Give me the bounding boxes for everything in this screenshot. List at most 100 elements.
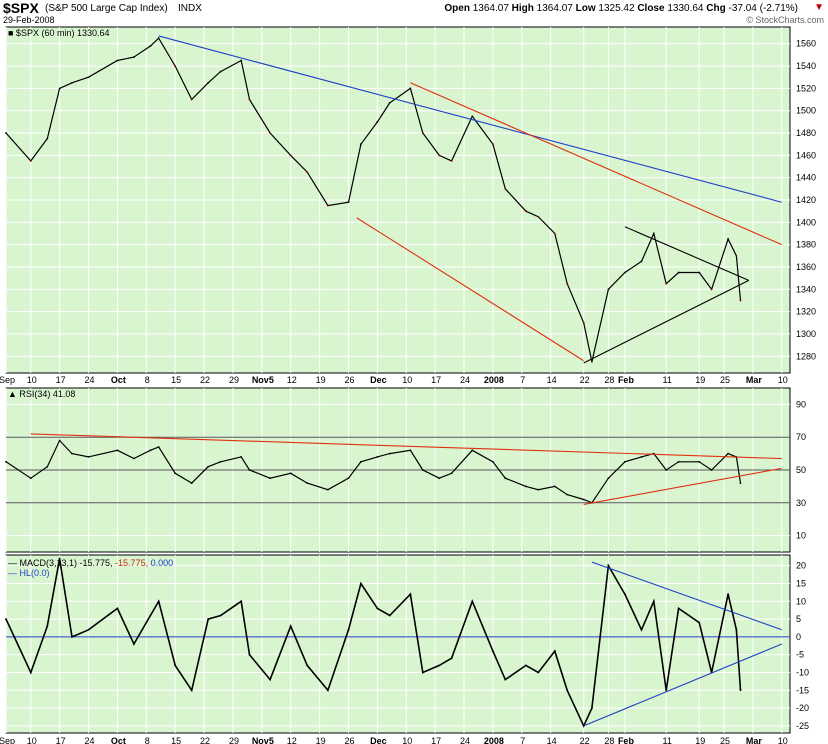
data-point [87,76,90,79]
x-tick-label-top: 24 [460,375,470,385]
data-point [607,564,610,567]
data-point [421,671,424,674]
x-tick-label-top: 15 [171,375,181,385]
data-point [665,689,668,692]
hl-legend: — HL(0.0) [8,568,50,578]
data-point [58,557,61,560]
y-tick-label: 0 [796,632,801,642]
data-point [607,288,610,291]
x-tick-label-bottom: Sep [0,736,15,744]
data-point [58,439,61,442]
data-point [207,81,210,84]
panel-2: -25 -20 -15 -10 -5 0 5 10 15 20 [5,554,809,734]
x-tick-label-bottom: 17 [431,736,441,744]
symbol-label: $SPX [3,0,39,16]
y-tick-label: 1560 [796,39,816,49]
x-tick-label-top: Nov5 [252,375,274,385]
data-point [29,160,32,162]
trendline-red [356,217,584,362]
chg-value: -37.04 (-2.71%) [728,3,798,14]
chart-date: 29-Feb-2008 [3,15,55,25]
y-tick-label: 1480 [796,128,816,138]
data-point [240,59,243,62]
data-point [450,160,453,162]
x-tick-label-bottom: 25 [720,736,730,744]
x-tick-label-bottom: Nov5 [252,736,274,744]
data-point [388,614,391,617]
x-tick-label-top: 19 [695,375,705,385]
data-point [71,635,73,638]
data-point [727,593,730,596]
x-tick-label-bottom: 15 [171,736,181,744]
x-tick-label-top: 22 [200,375,210,385]
data-point [219,70,222,73]
data-point [553,485,556,488]
x-tick-label-top: 25 [720,375,730,385]
data-point [219,460,222,463]
data-point [537,488,540,491]
series-line-1 [5,439,742,504]
data-point [566,689,569,692]
data-point [376,455,379,458]
x-tick-label-top: Dec [370,375,387,385]
y-tick-label: 1500 [796,106,816,116]
x-tick-label-bottom: Feb [618,736,635,744]
y-tick-label: -5 [796,650,804,660]
data-point [739,482,742,485]
x-tick-label-bottom: 10 [778,736,788,744]
trendline-blue [591,561,782,631]
x-tick-label-top: Feb [618,375,635,385]
x-tick-label-top: 29 [229,375,239,385]
data-point [149,449,152,452]
data-point [71,81,73,84]
data-point [58,87,61,90]
data-point [157,37,160,40]
data-point [269,132,271,134]
x-tick-label-top: 2008 [484,375,504,385]
data-point [219,614,222,617]
data-point [5,460,7,463]
x-tick-label-bottom: Oct [111,736,126,744]
x-tick-label-bottom: 22 [200,736,210,744]
x-tick-label-bottom: 19 [695,736,705,744]
data-point [388,452,391,455]
x-tick-label-bottom: 12 [287,736,297,744]
data-point [553,232,556,235]
data-point [29,477,32,480]
data-point [347,477,350,480]
y-tick-label: 10 [796,596,806,606]
data-point [739,689,742,692]
chg-label: Chg [706,3,726,14]
y-tick-label: 90 [796,399,806,409]
data-point [190,482,193,485]
data-point [471,449,474,452]
x-tick-label-bottom: 10 [27,736,37,744]
data-point [240,600,243,603]
data-point [710,288,713,291]
data-point [566,282,569,285]
data-point [698,271,701,274]
data-point [116,449,119,452]
x-tick-label-top: 7 [520,375,525,385]
x-tick-label-top: 12 [287,375,297,385]
y-tick-label: 1420 [796,195,816,205]
close-label: Close [637,3,665,14]
data-point [525,210,527,213]
trendline-blue [583,643,782,727]
data-point [29,671,32,674]
x-tick-label-bottom: 17 [56,736,66,744]
exchange-label: INDX [178,3,202,14]
data-point [492,650,494,653]
macd-legend-value: — MACD(3,13,1) -15.775, [8,558,115,568]
series-line-0 [5,37,742,362]
y-tick-label: -25 [796,721,809,731]
y-tick-label: 15 [796,578,806,588]
data-point [421,132,424,134]
data-point [190,689,193,692]
data-point [735,628,738,631]
data-point [624,593,626,596]
x-tick-label-bottom: 11 [663,736,672,744]
data-point [248,98,251,101]
x-tick-label-top: 8 [145,375,150,385]
watermark: © StockCharts.com [746,15,824,25]
